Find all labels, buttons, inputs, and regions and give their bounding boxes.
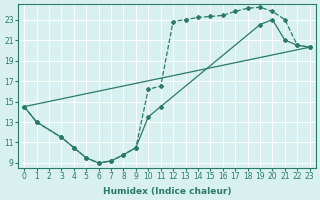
X-axis label: Humidex (Indice chaleur): Humidex (Indice chaleur) xyxy=(103,187,231,196)
